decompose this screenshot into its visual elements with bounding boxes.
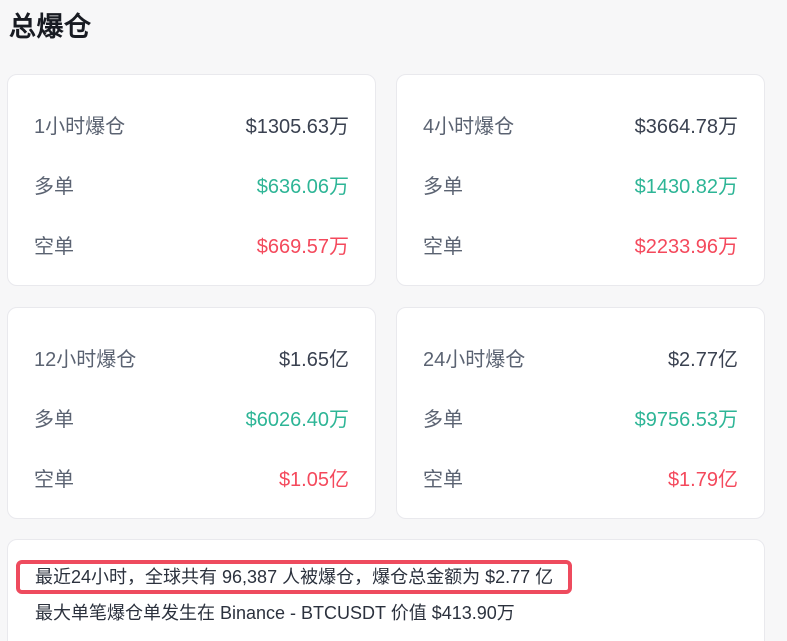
long-value: $636.06万 bbox=[256, 176, 349, 198]
summary-line1-row: 最近24小时，全球共有 96,387 人被爆仓，爆仓总金额为 $2.77 亿 bbox=[16, 560, 744, 594]
liquidation-card-12h: 12小时爆仓 $1.65亿 多单 $6026.40万 空单 $1.05亿 bbox=[7, 307, 376, 519]
cards-grid: 1小时爆仓 $1305.63万 多单 $636.06万 空单 $669.57万 … bbox=[7, 74, 765, 519]
short-label: 空单 bbox=[34, 469, 74, 491]
long-row: 多单 $9756.53万 bbox=[423, 406, 738, 434]
total-value: $1.65亿 bbox=[278, 349, 349, 371]
liquidation-card-1h: 1小时爆仓 $1305.63万 多单 $636.06万 空单 $669.57万 bbox=[7, 74, 376, 286]
annotation-highlight-box: 最近24小时，全球共有 96,387 人被爆仓，爆仓总金额为 $2.77 亿 bbox=[16, 560, 573, 594]
summary-card: 最近24小时，全球共有 96,387 人被爆仓，爆仓总金额为 $2.77 亿 最… bbox=[7, 539, 765, 641]
total-value: $3664.78万 bbox=[634, 116, 738, 138]
short-value: $1.05亿 bbox=[278, 469, 349, 491]
period-label: 24小时爆仓 bbox=[423, 349, 526, 371]
long-label: 多单 bbox=[423, 176, 463, 198]
long-label: 多单 bbox=[34, 409, 74, 431]
short-row: 空单 $669.57万 bbox=[34, 233, 349, 261]
short-label: 空单 bbox=[34, 236, 74, 258]
long-label: 多单 bbox=[423, 409, 463, 431]
summary-line2: 最大单笔爆仓单发生在 Binance - BTCUSDT 价值 $413.90万 bbox=[35, 603, 515, 623]
long-value: $1430.82万 bbox=[634, 176, 738, 198]
liquidation-card-24h: 24小时爆仓 $2.77亿 多单 $9756.53万 空单 $1.79亿 bbox=[396, 307, 765, 519]
total-row: 12小时爆仓 $1.65亿 bbox=[34, 346, 349, 374]
short-row: 空单 $2233.96万 bbox=[423, 233, 738, 261]
short-label: 空单 bbox=[423, 236, 463, 258]
long-row: 多单 $1430.82万 bbox=[423, 173, 738, 201]
long-row: 多单 $6026.40万 bbox=[34, 406, 349, 434]
short-row: 空单 $1.79亿 bbox=[423, 466, 738, 494]
short-value: $669.57万 bbox=[256, 236, 349, 258]
short-row: 空单 $1.05亿 bbox=[34, 466, 349, 494]
period-label: 1小时爆仓 bbox=[34, 116, 126, 138]
long-value: $9756.53万 bbox=[634, 409, 738, 431]
page-title: 总爆仓 bbox=[9, 12, 92, 42]
total-row: 1小时爆仓 $1305.63万 bbox=[34, 113, 349, 141]
long-label: 多单 bbox=[34, 176, 74, 198]
total-value: $2.77亿 bbox=[667, 349, 738, 371]
liquidation-card-4h: 4小时爆仓 $3664.78万 多单 $1430.82万 空单 $2233.96… bbox=[396, 74, 765, 286]
short-value: $2233.96万 bbox=[634, 236, 738, 258]
period-label: 4小时爆仓 bbox=[423, 116, 515, 138]
summary-line1: 最近24小时，全球共有 96,387 人被爆仓，爆仓总金额为 $2.77 亿 bbox=[35, 567, 554, 587]
long-value: $6026.40万 bbox=[245, 409, 349, 431]
period-label: 12小时爆仓 bbox=[34, 349, 137, 371]
total-row: 4小时爆仓 $3664.78万 bbox=[423, 113, 738, 141]
short-label: 空单 bbox=[423, 469, 463, 491]
total-row: 24小时爆仓 $2.77亿 bbox=[423, 346, 738, 374]
short-value: $1.79亿 bbox=[667, 469, 738, 491]
long-row: 多单 $636.06万 bbox=[34, 173, 349, 201]
total-value: $1305.63万 bbox=[245, 116, 349, 138]
